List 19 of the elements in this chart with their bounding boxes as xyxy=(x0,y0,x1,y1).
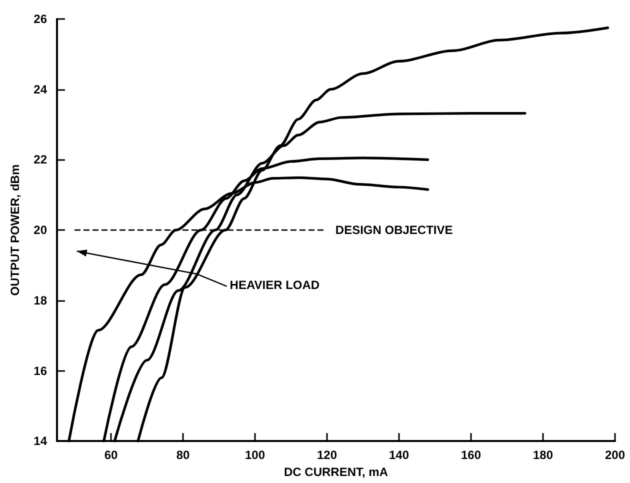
x-tick-label: 140 xyxy=(388,448,410,462)
x-tick-label: 60 xyxy=(104,448,118,462)
x-tick-label: 100 xyxy=(244,448,266,462)
y-tick-label: 20 xyxy=(34,223,48,238)
y-tick-label: 24 xyxy=(34,82,48,96)
x-tick-label: 160 xyxy=(460,448,482,462)
y-tick-label: 14 xyxy=(34,434,48,448)
x-tick-label: 180 xyxy=(532,448,554,462)
x-tick-label: 120 xyxy=(316,448,338,462)
y-axis-title: OUTPUT POWER, dBm xyxy=(8,164,22,296)
y-tick-label: 16 xyxy=(34,364,48,378)
y-tick-label: 26 xyxy=(34,12,48,26)
x-tick-label: 80 xyxy=(176,448,190,462)
y-tick-label: 22 xyxy=(34,152,48,167)
series-label: DESIGN OBJECTIVE xyxy=(335,223,453,238)
x-tick-label: 200 xyxy=(604,448,626,462)
x-axis-title: DC CURRENT, mA xyxy=(284,465,388,479)
annotation: HEAVIER LOAD xyxy=(230,278,320,292)
y-tick-label: 18 xyxy=(34,293,48,308)
